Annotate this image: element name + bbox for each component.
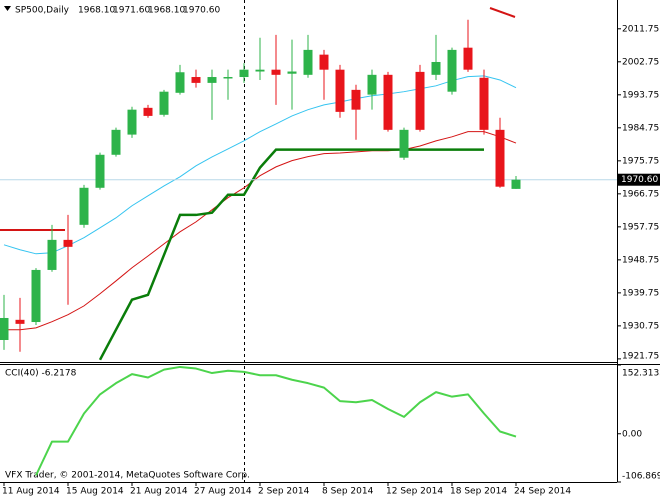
y-tick-label: 1930.75 — [622, 321, 659, 331]
indicator-line — [35, 365, 517, 476]
candle-body — [143, 107, 153, 116]
candle-body — [175, 72, 185, 93]
candle-body — [79, 187, 89, 225]
candle-body — [351, 89, 361, 110]
candle-body — [111, 129, 121, 155]
drawing-line — [489, 7, 516, 18]
candle-body — [367, 74, 377, 95]
candle-body — [319, 54, 329, 70]
candle-body — [0, 317, 9, 340]
candle-body — [47, 239, 57, 270]
candle-body — [495, 129, 505, 187]
candle-body — [63, 239, 73, 247]
x-tick-label: 2 Sep 2014 — [258, 487, 310, 497]
last-price-label: 1970.60 — [621, 175, 658, 185]
ohlc-label: 1970.60 — [183, 6, 220, 16]
last-price-box — [618, 173, 660, 186]
plot-area — [35, 365, 517, 476]
ohlc-label: 1968.10 — [148, 6, 185, 16]
y-tick-label: 1984.75 — [622, 123, 659, 133]
y-tick-label: 0.00 — [622, 429, 642, 439]
candle-body — [303, 49, 313, 75]
y-tick-label: 1993.75 — [622, 90, 659, 100]
y-tick-label: 1966.75 — [622, 189, 659, 199]
x-tick-label: 24 Sep 2014 — [514, 487, 571, 497]
candle-body — [31, 269, 41, 323]
x-tick-label: 15 Aug 2014 — [66, 487, 124, 497]
candle-body — [431, 61, 441, 75]
candle-body — [255, 69, 265, 72]
y-tick-label: 1939.75 — [622, 288, 659, 298]
candle-body — [207, 77, 217, 83]
candle-body — [447, 49, 457, 92]
candle-body — [127, 109, 137, 135]
ohlc-label: 1968.10 — [78, 6, 115, 16]
x-tick-label: 8 Sep 2014 — [322, 487, 374, 497]
candle-body — [95, 154, 105, 188]
y-tick-label: -106.8697 — [622, 472, 660, 482]
candle-body — [191, 77, 201, 83]
candle-body — [15, 319, 25, 324]
candle-body — [383, 74, 393, 130]
candle-body — [415, 71, 425, 130]
candle-body — [271, 69, 281, 75]
x-tick-label: 21 Aug 2014 — [130, 487, 188, 497]
menu-icon — [4, 6, 11, 11]
candle-body — [287, 71, 297, 74]
x-tick-label: 11 Aug 2014 — [2, 487, 60, 497]
ohlc-label: 1971.60 — [113, 6, 150, 16]
footer: VFX Trader, © 2001-2014, MetaQuotes Soft… — [5, 471, 250, 481]
candle-body — [479, 77, 489, 130]
candle-body — [335, 69, 345, 112]
overlay-line — [4, 131, 517, 331]
x-tick-label: 12 Sep 2014 — [386, 487, 443, 497]
candle-body — [159, 91, 169, 115]
y-tick-label: 1957.75 — [622, 222, 659, 232]
candle-body — [223, 77, 233, 79]
overlay-line — [98, 148, 484, 361]
candle-body — [511, 179, 521, 189]
x-tick-label: 18 Sep 2014 — [450, 487, 507, 497]
y-tick-label: 152.3133 — [622, 369, 660, 379]
candle-body — [399, 129, 409, 158]
chart-title: SP500,Daily — [15, 6, 70, 16]
y-tick-label: 2011.75 — [622, 24, 659, 34]
candle-body — [463, 47, 473, 70]
x-tick-label: 27 Aug 2014 — [194, 487, 252, 497]
overlay-line — [3, 75, 517, 255]
y-tick-label: 1921.75 — [622, 352, 659, 362]
y-tick-label: 1948.75 — [622, 255, 659, 265]
candle-body — [239, 69, 249, 78]
y-tick-label: 2002.75 — [622, 57, 659, 67]
indicator-title: CCI(40) -6.2178 — [5, 369, 77, 379]
plot-area — [0, 19, 617, 361]
y-tick-label: 1975.75 — [622, 156, 659, 166]
